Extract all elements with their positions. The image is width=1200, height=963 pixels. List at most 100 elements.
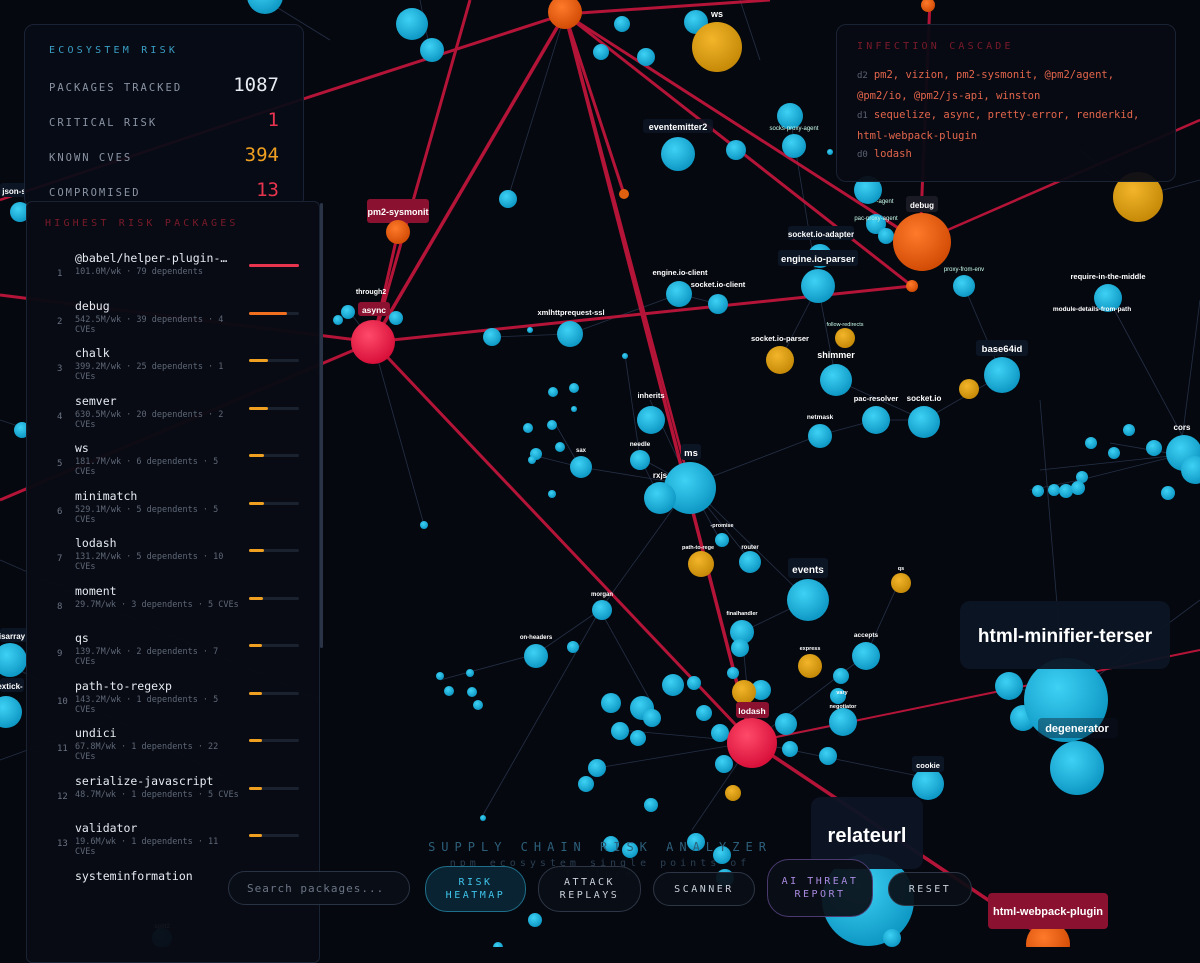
node[interactable]	[891, 573, 911, 593]
node[interactable]	[436, 672, 444, 680]
risk-list-item[interactable]: 8 moment 29.7M/wk · 3 dependents · 5 CVEs	[27, 584, 319, 631]
node[interactable]	[570, 456, 592, 478]
node[interactable]	[557, 321, 583, 347]
risk-list-item[interactable]: 7 lodash 131.2M/wk · 5 dependents · 10 CVE…	[27, 536, 319, 583]
node[interactable]	[528, 456, 536, 464]
node[interactable]	[1108, 447, 1120, 459]
node[interactable]	[567, 641, 579, 653]
node[interactable]	[687, 833, 705, 851]
node[interactable]	[883, 929, 901, 947]
node[interactable]	[637, 406, 665, 434]
node[interactable]	[630, 730, 646, 746]
node[interactable]	[593, 44, 609, 60]
node[interactable]	[777, 103, 803, 129]
node[interactable]	[611, 722, 629, 740]
node[interactable]	[854, 176, 882, 204]
search-input[interactable]	[228, 871, 410, 905]
node[interactable]	[571, 406, 577, 412]
node[interactable]	[386, 220, 410, 244]
risk-list-item[interactable]: 12 serialize-javascript 48.7M/wk · 1 depen…	[27, 774, 319, 821]
risk-list-item[interactable]: systeminformation	[27, 869, 319, 916]
node[interactable]	[766, 346, 794, 374]
node[interactable]	[727, 718, 777, 768]
node[interactable]	[666, 281, 692, 307]
node[interactable]	[467, 687, 477, 697]
node[interactable]	[1146, 440, 1162, 456]
ai-threat-report-button[interactable]: AI THREAT REPORT	[767, 859, 873, 917]
node[interactable]	[247, 0, 283, 14]
node[interactable]	[688, 551, 714, 577]
node[interactable]	[483, 328, 501, 346]
node[interactable]	[820, 364, 852, 396]
node[interactable]	[10, 202, 30, 222]
node[interactable]	[420, 521, 428, 529]
node[interactable]	[420, 38, 444, 62]
node[interactable]	[866, 214, 886, 234]
node[interactable]	[622, 842, 638, 858]
node[interactable]	[906, 280, 918, 292]
node[interactable]	[1024, 658, 1108, 742]
node[interactable]	[835, 328, 855, 348]
node[interactable]	[725, 785, 741, 801]
risk-list-item[interactable]: 3 chalk 399.2M/wk · 25 dependents · 1 CVEs	[27, 346, 319, 393]
node[interactable]	[603, 836, 619, 852]
node[interactable]	[1085, 437, 1097, 449]
node[interactable]	[782, 134, 806, 158]
node[interactable]	[715, 533, 729, 547]
node[interactable]	[0, 643, 27, 677]
node[interactable]	[622, 353, 628, 359]
node[interactable]	[731, 639, 749, 657]
node[interactable]	[893, 213, 951, 271]
node[interactable]	[1181, 456, 1200, 484]
node[interactable]	[643, 709, 661, 727]
node[interactable]	[1071, 481, 1085, 495]
node[interactable]	[527, 327, 533, 333]
node[interactable]	[444, 686, 454, 696]
node[interactable]	[1123, 424, 1135, 436]
node[interactable]	[878, 228, 894, 244]
risk-list-item[interactable]: 10 path-to-regexp 143.2M/wk · 1 dependents…	[27, 679, 319, 726]
node[interactable]	[713, 846, 731, 864]
node[interactable]	[664, 462, 716, 514]
node[interactable]	[687, 676, 701, 690]
node[interactable]	[637, 48, 655, 66]
node[interactable]	[775, 713, 797, 735]
node[interactable]	[921, 0, 935, 12]
node[interactable]	[548, 387, 558, 397]
node[interactable]	[644, 798, 658, 812]
node[interactable]	[808, 424, 832, 448]
node[interactable]	[1059, 484, 1073, 498]
node[interactable]	[782, 741, 798, 757]
node[interactable]	[995, 672, 1023, 700]
node[interactable]	[351, 320, 395, 364]
node[interactable]	[819, 747, 837, 765]
node[interactable]	[696, 705, 712, 721]
node[interactable]	[524, 644, 548, 668]
node[interactable]	[578, 776, 594, 792]
node[interactable]	[473, 700, 483, 710]
node[interactable]	[787, 579, 829, 621]
node[interactable]	[827, 149, 833, 155]
node[interactable]	[466, 669, 474, 677]
node[interactable]	[614, 16, 630, 32]
node[interactable]	[644, 482, 676, 514]
risk-list-scrollbar[interactable]	[320, 203, 323, 648]
scanner-button[interactable]: SCANNER	[653, 872, 755, 906]
node[interactable]	[499, 190, 517, 208]
node[interactable]	[389, 311, 403, 325]
node[interactable]	[630, 450, 650, 470]
node[interactable]	[1032, 485, 1044, 497]
risk-list-item[interactable]: 2 debug 542.5M/wk · 39 dependents · 4 CVEs	[27, 299, 319, 346]
node[interactable]	[619, 189, 629, 199]
node[interactable]	[1161, 486, 1175, 500]
node[interactable]	[661, 137, 695, 171]
risk-list-item[interactable]: 9 qs 139.7M/wk · 2 dependents · 7 CVEs	[27, 631, 319, 678]
node[interactable]	[708, 294, 728, 314]
node[interactable]	[959, 379, 979, 399]
node[interactable]	[1094, 284, 1122, 312]
risk-list-item[interactable]: 11 undici 67.8M/wk · 1 dependents · 22 CVE…	[27, 726, 319, 773]
node[interactable]	[528, 913, 542, 927]
node[interactable]	[852, 642, 880, 670]
node[interactable]	[732, 680, 756, 704]
node[interactable]	[711, 724, 729, 742]
